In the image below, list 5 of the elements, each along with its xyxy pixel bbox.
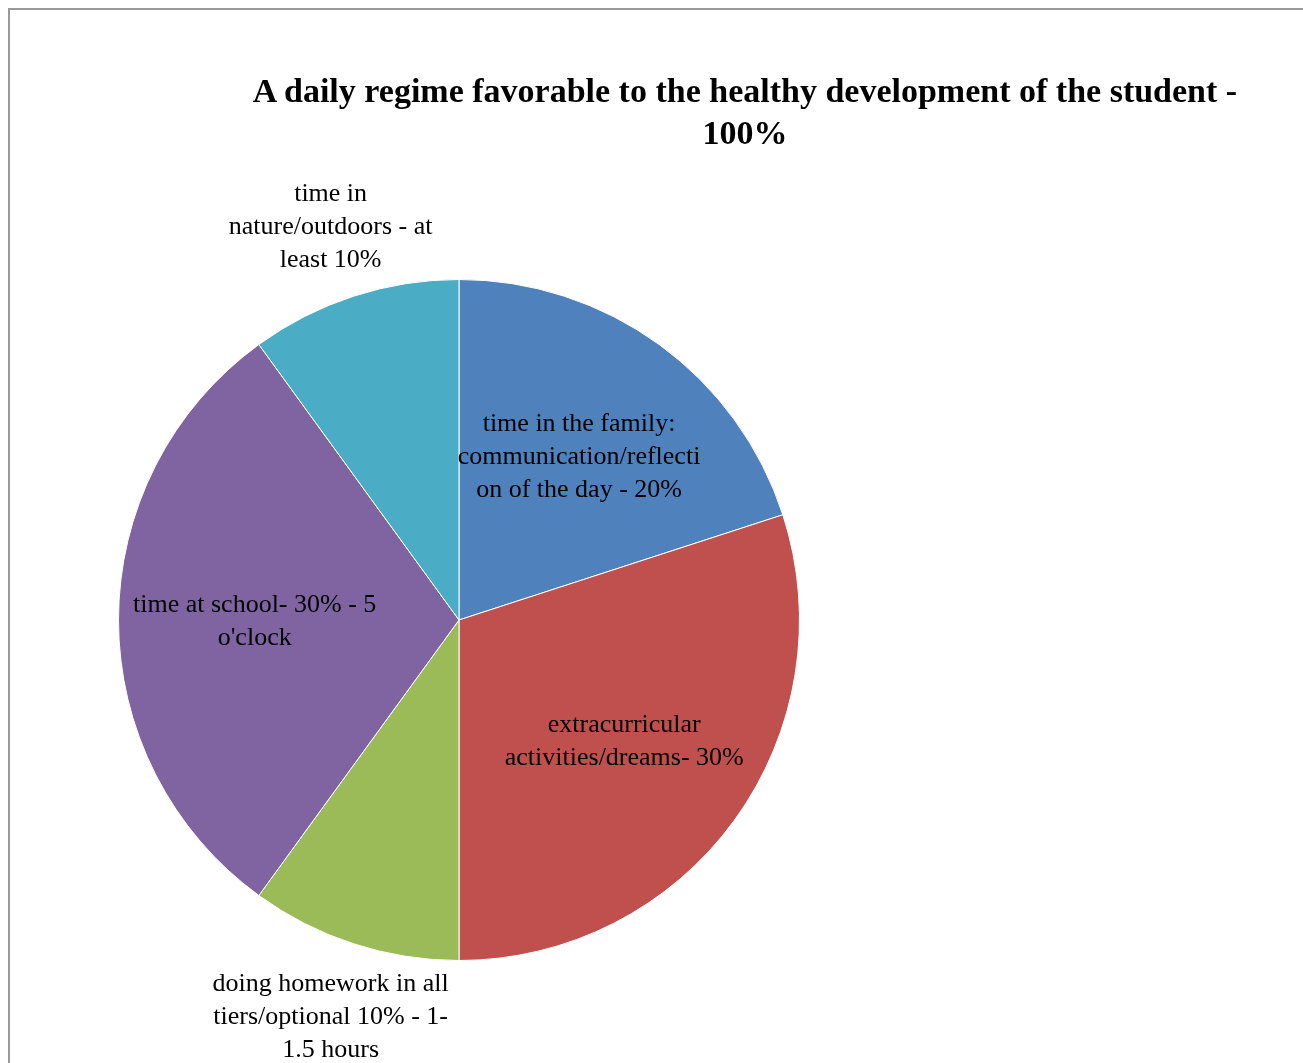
slice-label: extracurricular activities/dreams- 30% [503,708,745,774]
slice-label: doing homework in all tiers/optional 10% - 1-1.5 hours [211,966,450,1063]
slice-label: time at school- 30% - 5 o'clock [132,588,378,653]
chart-title: A daily regime favorable to the healthy development of the student - 100% [251,71,1239,153]
slice-label: time in nature/outdoors - at least 10% [227,176,434,275]
